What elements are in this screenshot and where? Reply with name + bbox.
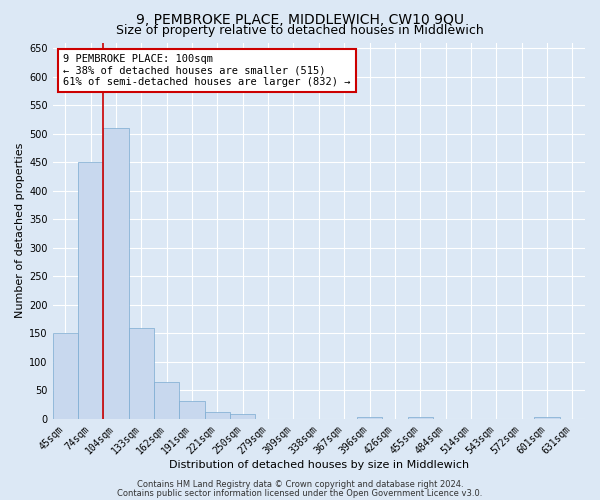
- Text: 9, PEMBROKE PLACE, MIDDLEWICH, CW10 9QU: 9, PEMBROKE PLACE, MIDDLEWICH, CW10 9QU: [136, 12, 464, 26]
- Y-axis label: Number of detached properties: Number of detached properties: [15, 143, 25, 318]
- Bar: [535, 418, 560, 419]
- Text: 9 PEMBROKE PLACE: 100sqm
← 38% of detached houses are smaller (515)
61% of semi-: 9 PEMBROKE PLACE: 100sqm ← 38% of detach…: [63, 54, 351, 87]
- Bar: [103, 128, 129, 419]
- X-axis label: Distribution of detached houses by size in Middlewich: Distribution of detached houses by size …: [169, 460, 469, 470]
- Bar: [230, 414, 256, 419]
- Text: Contains HM Land Registry data © Crown copyright and database right 2024.: Contains HM Land Registry data © Crown c…: [137, 480, 463, 489]
- Bar: [129, 328, 154, 419]
- Bar: [407, 418, 433, 419]
- Bar: [179, 400, 205, 419]
- Text: Size of property relative to detached houses in Middlewich: Size of property relative to detached ho…: [116, 24, 484, 37]
- Bar: [154, 382, 179, 419]
- Bar: [357, 418, 382, 419]
- Bar: [205, 412, 230, 419]
- Bar: [78, 162, 103, 419]
- Bar: [53, 334, 78, 419]
- Text: Contains public sector information licensed under the Open Government Licence v3: Contains public sector information licen…: [118, 488, 482, 498]
